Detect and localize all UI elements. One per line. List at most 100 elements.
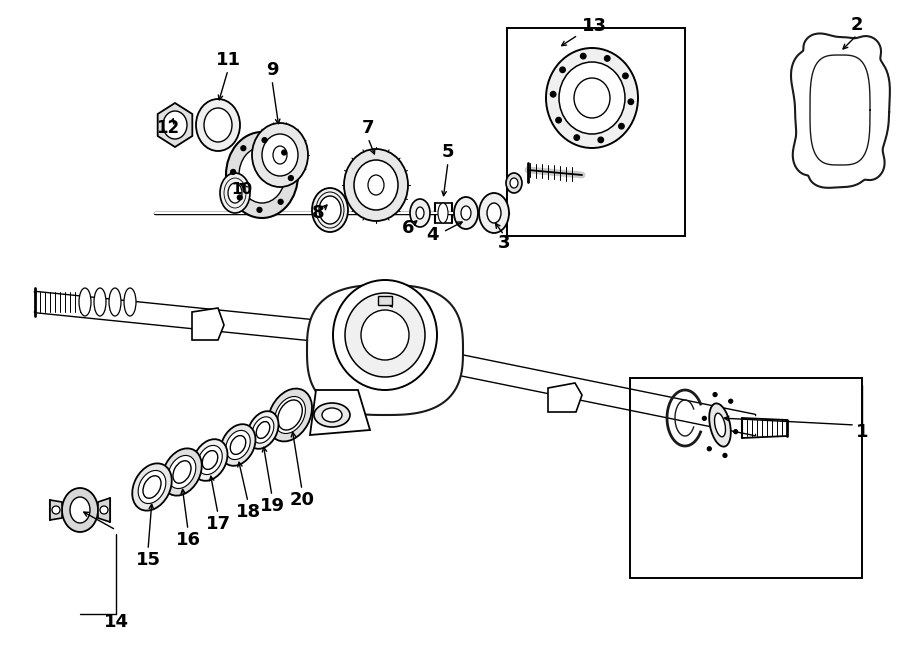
Ellipse shape: [461, 206, 471, 220]
Text: 12: 12: [157, 119, 180, 137]
Text: 8: 8: [311, 204, 324, 222]
Ellipse shape: [204, 108, 232, 142]
Text: 18: 18: [236, 503, 261, 521]
Ellipse shape: [109, 288, 121, 316]
Ellipse shape: [319, 196, 341, 224]
Ellipse shape: [344, 149, 408, 221]
Ellipse shape: [487, 203, 501, 223]
Circle shape: [628, 99, 634, 104]
Ellipse shape: [312, 188, 348, 232]
Circle shape: [288, 176, 293, 180]
Ellipse shape: [226, 430, 250, 459]
Ellipse shape: [345, 293, 425, 377]
Circle shape: [729, 399, 733, 403]
Polygon shape: [548, 383, 582, 412]
Text: 11: 11: [215, 51, 240, 69]
Ellipse shape: [252, 123, 308, 187]
Polygon shape: [378, 296, 392, 305]
Ellipse shape: [173, 461, 191, 483]
Ellipse shape: [506, 173, 522, 193]
Ellipse shape: [94, 288, 106, 316]
Circle shape: [257, 208, 262, 212]
Circle shape: [238, 195, 242, 200]
Text: 10: 10: [231, 182, 253, 198]
Text: 9: 9: [266, 61, 278, 79]
Ellipse shape: [62, 488, 98, 532]
Text: 19: 19: [259, 497, 284, 515]
Ellipse shape: [248, 411, 278, 449]
Ellipse shape: [168, 455, 196, 488]
Text: 15: 15: [136, 551, 160, 569]
Ellipse shape: [70, 497, 90, 523]
Ellipse shape: [709, 403, 731, 447]
Ellipse shape: [143, 476, 161, 498]
Circle shape: [556, 118, 562, 123]
Circle shape: [734, 430, 738, 434]
Text: 5: 5: [442, 143, 454, 161]
Text: 2: 2: [850, 16, 863, 34]
Circle shape: [713, 393, 717, 397]
Ellipse shape: [559, 62, 625, 134]
Ellipse shape: [322, 408, 342, 422]
Text: 1: 1: [856, 423, 868, 441]
Circle shape: [52, 506, 60, 514]
Circle shape: [574, 135, 580, 140]
Circle shape: [580, 54, 586, 59]
Ellipse shape: [416, 207, 424, 219]
Polygon shape: [192, 308, 224, 340]
Ellipse shape: [193, 439, 228, 481]
Ellipse shape: [410, 199, 430, 227]
Ellipse shape: [333, 280, 437, 390]
Text: 7: 7: [362, 119, 374, 137]
Ellipse shape: [79, 288, 91, 316]
Circle shape: [560, 67, 565, 73]
Text: 6: 6: [401, 219, 414, 237]
Bar: [507, 28, 685, 236]
Ellipse shape: [196, 99, 240, 151]
Circle shape: [241, 145, 246, 151]
Polygon shape: [810, 55, 870, 165]
Ellipse shape: [274, 397, 305, 434]
Ellipse shape: [139, 471, 166, 504]
Ellipse shape: [479, 193, 509, 233]
Ellipse shape: [124, 288, 136, 316]
Circle shape: [100, 506, 108, 514]
Ellipse shape: [228, 183, 242, 203]
Ellipse shape: [262, 134, 298, 176]
Ellipse shape: [198, 446, 222, 475]
Ellipse shape: [230, 436, 246, 454]
Circle shape: [702, 416, 706, 420]
Circle shape: [618, 124, 625, 129]
Ellipse shape: [354, 160, 398, 210]
Ellipse shape: [163, 111, 187, 139]
Ellipse shape: [368, 175, 384, 195]
Circle shape: [230, 169, 236, 175]
Circle shape: [723, 453, 727, 457]
Text: 17: 17: [205, 515, 230, 533]
Circle shape: [707, 447, 711, 451]
Ellipse shape: [239, 147, 285, 203]
Text: 14: 14: [104, 613, 129, 631]
Polygon shape: [50, 500, 62, 520]
Ellipse shape: [454, 197, 478, 229]
Polygon shape: [158, 103, 193, 147]
Circle shape: [550, 91, 556, 97]
Circle shape: [623, 73, 628, 79]
Polygon shape: [307, 285, 463, 415]
Circle shape: [278, 200, 284, 204]
Text: 3: 3: [498, 234, 510, 252]
Ellipse shape: [546, 48, 638, 148]
Polygon shape: [310, 390, 370, 435]
Ellipse shape: [220, 173, 250, 213]
Polygon shape: [460, 355, 755, 435]
Ellipse shape: [510, 178, 518, 188]
Ellipse shape: [715, 413, 725, 437]
Ellipse shape: [202, 451, 218, 469]
Ellipse shape: [574, 78, 610, 118]
Ellipse shape: [252, 417, 274, 443]
Ellipse shape: [132, 463, 172, 511]
Ellipse shape: [226, 132, 298, 218]
Text: 4: 4: [426, 226, 438, 244]
Circle shape: [262, 137, 267, 143]
Text: 13: 13: [581, 17, 607, 35]
